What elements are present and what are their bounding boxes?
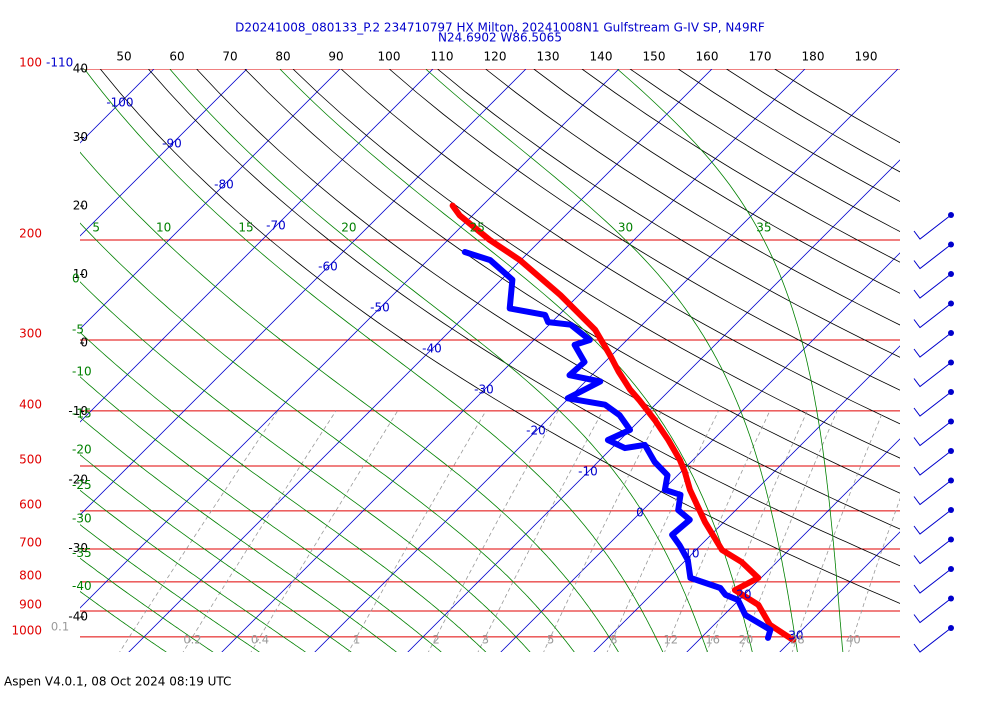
isotherm-label: -80 — [214, 178, 234, 192]
moist-adiabat-label: -25 — [72, 478, 92, 492]
mixing-ratio-label: 1 — [353, 633, 360, 647]
dry-adiabat-label: 100 — [378, 50, 401, 64]
pressure-label: 800 — [19, 568, 42, 582]
pressure-label: 100 — [19, 56, 42, 70]
moist-adiabat-label: -15 — [72, 407, 92, 421]
dry-adiabat-label: 130 — [537, 50, 560, 64]
dry-adiabat-label: 190 — [855, 50, 878, 64]
footer: Aspen V4.0.1, 08 Oct 2024 08:19 UTC — [4, 675, 231, 689]
isotherm-label: -50 — [370, 301, 390, 315]
moist-adiabat-label: -30 — [72, 511, 92, 525]
left-scale-label: 20 — [73, 199, 88, 213]
chart-subtitle: N24.6902 W86.5065 — [438, 31, 562, 45]
isotherm-label: 0 — [636, 506, 644, 520]
left-scale-label: 0 — [80, 336, 88, 350]
dry-adiabat-label: 180 — [802, 50, 825, 64]
dry-adiabat-label: 170 — [749, 50, 772, 64]
mixing-ratio-label: 8 — [610, 633, 617, 647]
mixing-ratio-label: 2 — [433, 633, 440, 647]
isotherm-label: 10 — [684, 547, 699, 561]
moist-adiabat-label: 10 — [156, 220, 171, 234]
moist-adiabat-label: -20 — [72, 442, 92, 456]
left-scale-label: 30 — [73, 130, 88, 144]
pressure-label: 500 — [19, 452, 42, 466]
dry-adiabat-label: 160 — [696, 50, 719, 64]
moist-adiabat-label: 0 — [72, 271, 80, 285]
isotherm-label: -110 — [46, 56, 73, 70]
dry-adiabat-label: 60 — [169, 50, 184, 64]
isotherm-label: -60 — [318, 260, 338, 274]
isotherm-label: -30 — [474, 383, 494, 397]
pressure-label: 300 — [19, 326, 42, 340]
moist-adiabat-label: 30 — [618, 220, 633, 234]
dry-adiabat-label: 120 — [484, 50, 507, 64]
isotherm-label: -70 — [266, 219, 286, 233]
pressure-label: 200 — [19, 226, 42, 240]
dry-adiabat-label: 140 — [590, 50, 613, 64]
moist-adiabat-label: 25 — [470, 220, 485, 234]
mixing-ratio-label: 28 — [790, 633, 805, 647]
left-scale-label: 40 — [73, 62, 88, 76]
mixing-ratio-label: 12 — [663, 633, 678, 647]
moist-adiabat-label: 20 — [341, 220, 356, 234]
pressure-label: 700 — [19, 535, 42, 549]
mixing-ratio-label: 0.2 — [183, 633, 201, 647]
isotherm-label: -20 — [526, 424, 546, 438]
isotherm-label: -10 — [578, 465, 598, 479]
dry-adiabat-label: 110 — [431, 50, 454, 64]
moist-adiabat-label: 35 — [756, 220, 771, 234]
dry-adiabat-label: 90 — [328, 50, 343, 64]
pressure-label: 600 — [19, 497, 42, 511]
moist-adiabat-label: 5 — [92, 220, 100, 234]
mixing-ratio-label: 0.4 — [251, 633, 269, 647]
moist-adiabat-label: -35 — [72, 546, 92, 560]
moist-adiabat-label: -40 — [72, 579, 92, 593]
moist-adiabat-label: -5 — [72, 322, 84, 336]
left-scale-label: -40 — [68, 610, 88, 624]
pressure-label: 1000 — [11, 623, 42, 637]
moist-adiabat-label: -10 — [72, 364, 92, 378]
pressure-label: 400 — [19, 397, 42, 411]
dry-adiabat-label: 70 — [222, 50, 237, 64]
isotherm-label: -40 — [422, 342, 442, 356]
mixing-ratio-label: 3 — [482, 633, 489, 647]
mixing-ratio-label: 0.1 — [51, 620, 69, 634]
isotherm-label: 20 — [736, 588, 751, 602]
dry-adiabat-label: 80 — [275, 50, 290, 64]
mixing-ratio-label: 40 — [846, 633, 861, 647]
dry-adiabat-label: 150 — [643, 50, 666, 64]
mixing-ratio-label: 5 — [547, 633, 554, 647]
mixing-ratio-label: 20 — [739, 633, 754, 647]
dry-adiabat-label: 50 — [116, 50, 131, 64]
pressure-label: 900 — [19, 597, 42, 611]
isotherm-label: -100 — [106, 96, 133, 110]
mixing-ratio-label: 16 — [705, 633, 720, 647]
moist-adiabat-label: 15 — [238, 220, 253, 234]
isotherm-label: -90 — [162, 137, 182, 151]
